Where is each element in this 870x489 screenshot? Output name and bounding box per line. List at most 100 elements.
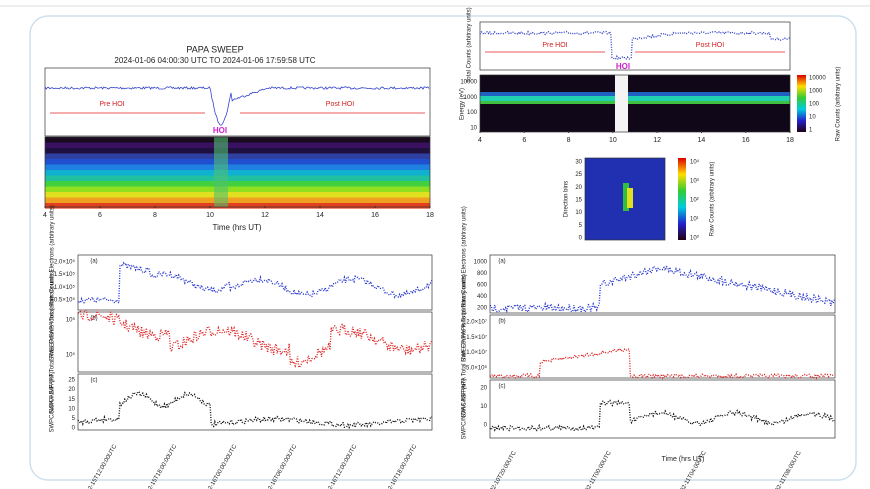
x-tick-label: 8 [153, 212, 157, 219]
y-label: SWPC/NOAA IMF (nT) [50, 371, 56, 432]
y-label: Direction bins [564, 181, 570, 217]
x-tick-label: 18 [786, 137, 794, 144]
plot-frame [44, 136, 431, 208]
plot-frame [489, 379, 836, 439]
y-tick-label: 1000 [809, 89, 823, 95]
plot-frame [44, 67, 431, 137]
hoi-gap [615, 75, 628, 132]
label: Pre HOI [99, 101, 124, 108]
y-tick-label: 1.0×10⁵ [54, 284, 76, 291]
x-tick-label: 6 [98, 212, 102, 219]
spectrogram-band [45, 137, 430, 143]
y-tick-label: 1000 [474, 260, 488, 266]
spectrogram-band [480, 101, 790, 104]
y-tick-label: 10 [809, 115, 816, 121]
spectrogram-band [45, 186, 430, 193]
spectrogram-band [45, 175, 430, 182]
y-tick-label: 25 [575, 172, 582, 178]
plot-frame [584, 157, 666, 241]
hoi-gap [214, 137, 228, 207]
y-tick-label: 200 [477, 306, 488, 312]
trace [77, 309, 433, 370]
y-tick-label: 20 [575, 185, 582, 191]
blob [623, 183, 629, 211]
y-tick-label: 0 [579, 236, 583, 242]
plot-frame [77, 254, 433, 311]
x-tick-label: 12 [653, 137, 661, 144]
y-tick-label: 10 [470, 126, 477, 132]
y-tick-label: 10 [68, 406, 75, 412]
subtitle: 2024-01-06 04:00:30 UTC TO 2024-01-06 17… [114, 56, 315, 65]
y-tick-label: 800 [477, 271, 488, 277]
y-label: SWICAS/PAPA Total Raw Counts Ions (arbit… [462, 274, 468, 418]
spectrogram-band [480, 92, 790, 96]
x-tick-label: 10 [609, 137, 617, 144]
y-label: SWICAS/PAPA Total Raw Counts Ions (arbit… [50, 270, 56, 414]
y-tick-label: 5 [72, 416, 76, 422]
spectrogram-band [45, 148, 430, 154]
y-tick-label: 10000 [809, 76, 826, 82]
y-tick-label: 10³ [690, 179, 699, 185]
x-label: Time (hrs UT) [212, 223, 261, 232]
card [29, 15, 857, 481]
label: HOI [213, 126, 227, 135]
label: (a) [90, 259, 97, 265]
x-tick-label: 4 [43, 212, 47, 219]
spectrogram-band [480, 96, 790, 101]
y-tick-label: 0.5×10⁵ [54, 297, 76, 304]
x-tick-label: 8 [567, 137, 571, 144]
label: Post HOI [326, 101, 354, 108]
label: (b) [498, 319, 505, 325]
y-tick-label: 0 [484, 423, 488, 429]
spectrogram-band [45, 153, 430, 160]
trace [489, 264, 836, 314]
y-label: SWEEP/PAPA Total Raw Counts Electrons (a… [50, 205, 56, 360]
y-tick-label: 1.0×10⁷ [466, 349, 487, 356]
y-tick-label: 600 [477, 283, 488, 289]
y-tick-label: 10⁰ [690, 235, 700, 242]
blob [627, 188, 633, 208]
label: (c) [499, 384, 506, 390]
y-tick-label: 25 [68, 378, 75, 384]
label: Post HOI [696, 42, 724, 49]
colorbar [678, 158, 686, 240]
y-tick-label: 2.0×10⁵ [54, 259, 76, 266]
y-tick-label: 10¹ [690, 217, 699, 223]
plot-frame [77, 373, 433, 431]
y-tick-label: 10 [480, 404, 487, 410]
spectrogram-band [45, 181, 430, 187]
y-label: SWPC/NOAA IMF (nT) [462, 378, 468, 439]
y-tick-label: 10² [690, 198, 699, 204]
x-tick-label: 4 [478, 137, 482, 144]
spectrogram-band [45, 159, 430, 165]
y-tick-label: 10⁶ [66, 317, 76, 324]
y-tick-label: 5 [579, 223, 583, 229]
y-label: Raw Counts (arbitrary units) [836, 67, 842, 142]
y-tick-label: 100 [809, 102, 820, 108]
y-tick-label: 15 [575, 198, 582, 204]
y-tick-label: 20 [480, 386, 487, 392]
spectrogram-band [45, 164, 430, 171]
title: PAPA SWEEP [186, 44, 243, 54]
label: (b) [90, 316, 97, 322]
x-tick-label: 14 [698, 137, 706, 144]
y-tick-label: 10⁵ [66, 352, 76, 359]
spectrogram-band [45, 203, 430, 209]
y-tick-label: 400 [477, 294, 488, 300]
spectrogram-band [45, 192, 430, 198]
y-label: SWEEP/PAPA Total Raw Counts Electrons (a… [462, 206, 468, 361]
plot-frame [479, 74, 791, 133]
y-tick-label: 10 [575, 210, 582, 216]
x-tick-label: 14 [316, 212, 324, 219]
plot-frame [479, 21, 791, 71]
plot-frame [489, 254, 836, 314]
y-label: Total Counts (arbitrary units) [467, 7, 473, 82]
trace [44, 85, 430, 126]
y-tick-label: 1.5×10⁵ [54, 271, 76, 278]
label: (c) [91, 378, 98, 384]
spectrogram-band [45, 197, 430, 204]
y-label: Raw Counts (arbitrary units) [710, 162, 716, 237]
y-tick-label: 5.0×10⁶ [466, 365, 488, 372]
